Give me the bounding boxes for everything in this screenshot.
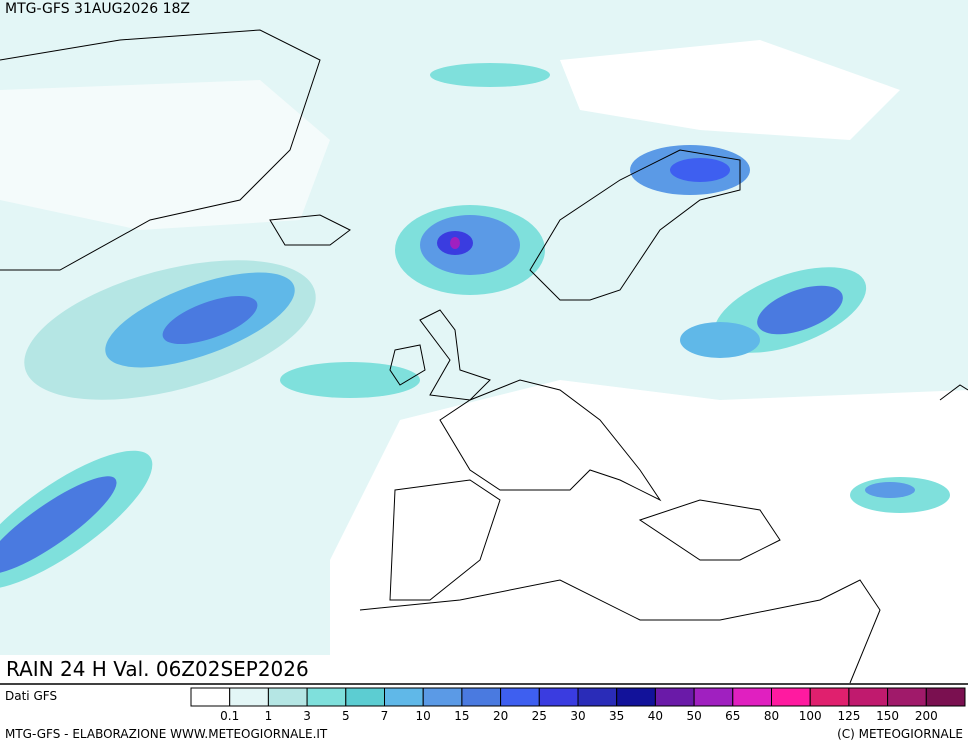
map: MTG-GFS 31AUG2026 18Z RAIN 24 H Val. 06Z…	[0, 0, 968, 684]
color-box	[848, 687, 889, 707]
legend-label: 40	[648, 709, 663, 723]
dry-area	[560, 40, 900, 140]
color-box	[384, 687, 424, 707]
color-box	[693, 687, 734, 707]
color-box	[422, 687, 463, 707]
color-box	[887, 687, 927, 707]
legend-label: 100	[799, 709, 822, 723]
legend-label: 1	[265, 709, 273, 723]
color-box	[229, 687, 269, 707]
color-box	[461, 687, 502, 707]
color-box	[771, 687, 811, 707]
color-box	[616, 687, 656, 707]
legend-label: 125	[837, 709, 860, 723]
caption-box	[0, 655, 335, 683]
legend-label: 150	[876, 709, 899, 723]
color-box	[577, 687, 618, 707]
data-source: Dati GFS	[5, 689, 57, 703]
color-box	[345, 687, 385, 707]
legend-label: 65	[725, 709, 740, 723]
color-box	[732, 687, 772, 707]
legend-label: 7	[381, 709, 389, 723]
legend-label: 10	[416, 709, 431, 723]
legend-label: 5	[342, 709, 350, 723]
rain-field	[0, 63, 950, 590]
legend-label: 25	[532, 709, 547, 723]
run-label: MTG-GFS 31AUG2026 18Z	[5, 1, 190, 17]
legend-label: 0.1	[220, 709, 239, 723]
credit-left: MTG-GFS - ELABORAZIONE WWW.METEOGIORNALE…	[5, 727, 328, 741]
color-box	[306, 687, 347, 707]
legend-label: 15	[454, 709, 469, 723]
legend-label: 3	[303, 709, 311, 723]
legend-label: 50	[686, 709, 701, 723]
legend-label: 20	[493, 709, 508, 723]
dry-area	[0, 80, 330, 230]
legend-label: 30	[570, 709, 585, 723]
coastlines	[0, 29, 968, 684]
legend-label: 200	[915, 709, 938, 723]
legend-label: 35	[609, 709, 624, 723]
legend-label: 80	[764, 709, 779, 723]
color-box	[538, 687, 579, 707]
credit-right: (C) METEOGIORNALE	[837, 727, 963, 741]
color-box	[500, 687, 540, 707]
color-box	[654, 687, 695, 707]
map-caption: RAIN 24 H Val. 06Z02SEP2026	[6, 657, 309, 681]
color-box	[190, 687, 231, 707]
color-box	[925, 687, 966, 707]
dry-area	[330, 380, 968, 683]
color-box	[267, 687, 308, 707]
colorbar: 0.1 1 3 5 7 10 15 20 25 30 35 40 50 65 80 100 125 150 200	[190, 687, 966, 723]
color-box	[809, 687, 850, 707]
